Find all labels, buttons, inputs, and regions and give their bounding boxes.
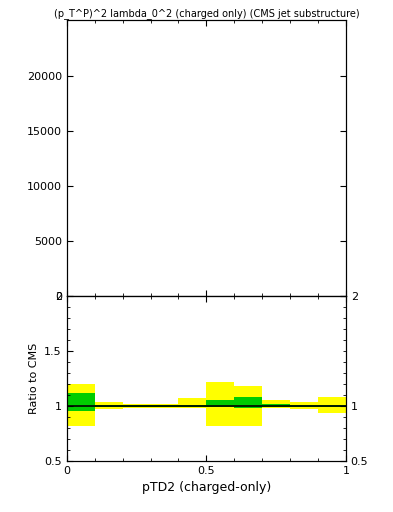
Y-axis label: Ratio to CMS: Ratio to CMS [29,343,39,414]
X-axis label: pTD2 (charged-only): pTD2 (charged-only) [142,481,271,494]
Title: (p_T^P)^2 lambda_0^2 (charged only) (CMS jet substructure): (p_T^P)^2 lambda_0^2 (charged only) (CMS… [53,8,359,19]
